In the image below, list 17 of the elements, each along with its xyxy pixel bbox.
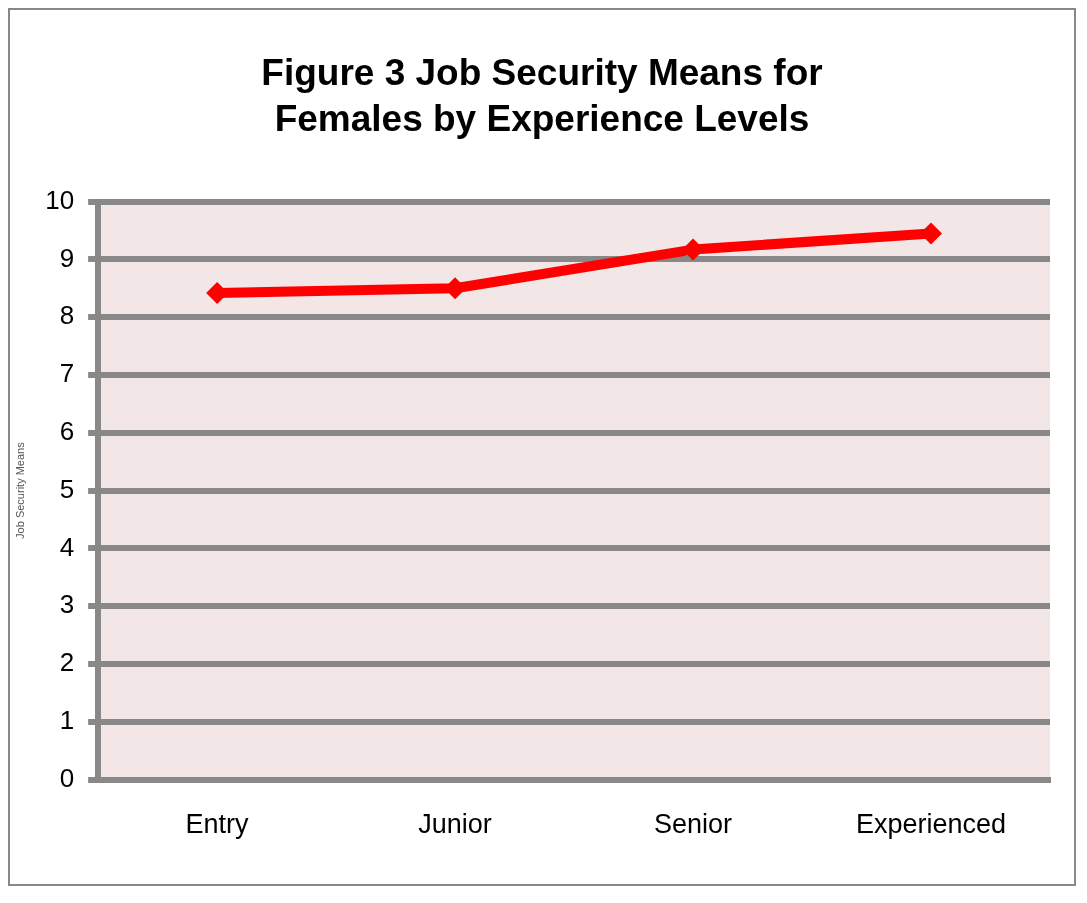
y-axis-title: Job Security Means: [13, 441, 26, 539]
y-tick-label: 0: [59, 762, 75, 793]
y-tick-label: 9: [59, 242, 75, 273]
x-tick-label: Entry: [185, 809, 250, 840]
y-tick-label: 1: [59, 704, 75, 735]
x-tick-label: Junior: [418, 809, 492, 840]
y-tick-label: 4: [59, 531, 75, 562]
y-tick-label: 2: [59, 647, 75, 678]
y-tick-label: 8: [59, 300, 75, 331]
chart-title: Figure 3 Job Security Means for Females by Experience Levels: [260, 51, 824, 141]
y-tick-label: 10: [45, 184, 75, 215]
y-tick-label: 7: [59, 358, 75, 389]
x-tick-label: Senior: [654, 809, 733, 840]
x-tick-label: Experienced: [855, 809, 1007, 840]
y-tick-label: 3: [59, 589, 75, 620]
y-tick-label: 5: [59, 473, 75, 504]
y-tick-label: 6: [59, 415, 75, 446]
